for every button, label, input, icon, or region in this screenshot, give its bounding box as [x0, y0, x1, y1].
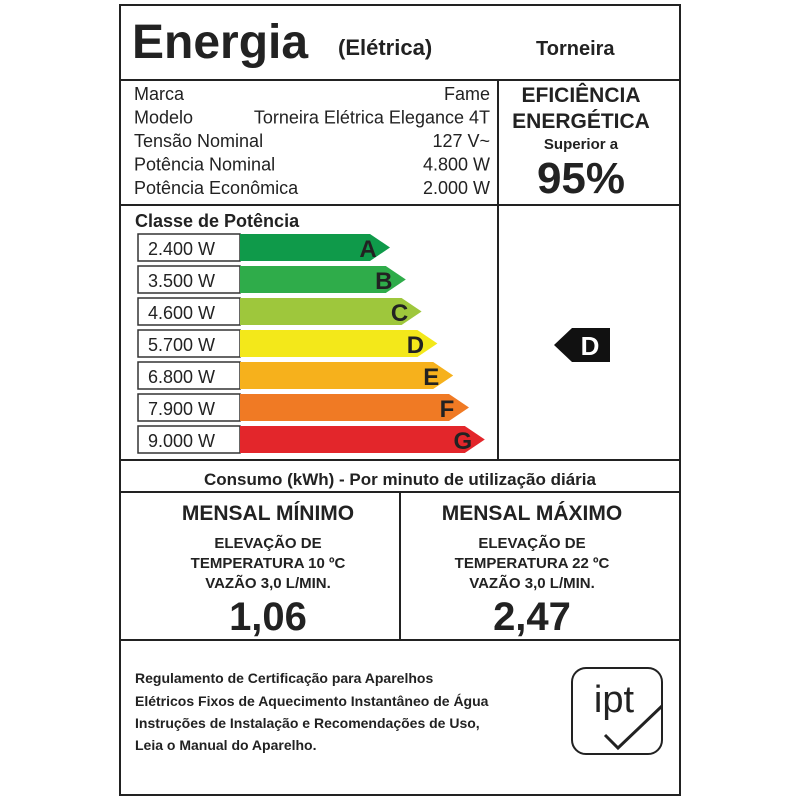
class-letter: F: [440, 396, 455, 423]
max-line: VAZÃO 3,0 L/MIN.: [469, 574, 595, 592]
indicator: D: [554, 328, 610, 362]
class-bar: [240, 362, 454, 389]
logo-text: ipt: [594, 679, 635, 721]
class-bar: [240, 330, 438, 357]
class-bar: [240, 426, 485, 453]
power-label: 3.500 W: [148, 271, 215, 291]
footer-line: Leia o Manual do Aparelho.: [135, 737, 317, 753]
class-letter: D: [407, 332, 424, 359]
efficiency-note: Superior a: [544, 136, 619, 153]
spec-value: Fame: [444, 84, 490, 104]
footer-line: Elétricos Fixos de Aquecimento Instantân…: [135, 693, 489, 709]
spec-label: Modelo: [134, 108, 193, 128]
spec-label: Potência Nominal: [134, 155, 275, 175]
logo-check: [603, 704, 664, 751]
power-box: [137, 361, 241, 390]
footer-line: Regulamento de Certificação para Aparelh…: [135, 670, 433, 686]
spec-value: Torneira Elétrica Elegance 4T: [254, 108, 490, 128]
spec-value: 2.000 W: [423, 178, 490, 198]
power-label: 7.900 W: [148, 399, 215, 419]
efficiency-label: EFICIÊNCIA: [521, 83, 640, 107]
power-box: [137, 297, 241, 326]
power-box: [137, 425, 241, 454]
max-title: MENSAL MÁXIMO: [442, 502, 622, 525]
power-box: [137, 233, 241, 262]
min-title: MENSAL MÍNIMO: [182, 502, 354, 525]
min-line: VAZÃO 3,0 L/MIN.: [205, 574, 331, 592]
spec-label: Tensão Nominal: [134, 131, 263, 151]
class-letter: C: [391, 300, 408, 327]
class-bar: [240, 266, 406, 293]
class-letter: B: [375, 268, 392, 295]
title: Energia: [132, 16, 308, 69]
max-value: 2,47: [493, 595, 571, 639]
class-letter: G: [453, 428, 472, 455]
consumption-title: Consumo (kWh) - Por minuto de utilização…: [204, 470, 597, 489]
spec-label: Marca: [134, 84, 185, 104]
power-label: 9.000 W: [148, 431, 215, 451]
indicator-letter: D: [581, 331, 600, 361]
min-value: 1,06: [229, 595, 307, 639]
power-label: 2.400 W: [148, 239, 215, 259]
footer-line: Instruções de Instalação e Recomendações…: [135, 715, 480, 731]
power-label: 4.600 W: [148, 303, 215, 323]
logo-frame: [571, 667, 663, 755]
spec-value: 4.800 W: [423, 155, 490, 175]
class-bar: [240, 298, 422, 325]
ipt-logo: ipt: [571, 667, 664, 755]
power-label: 5.700 W: [148, 335, 215, 355]
class-letter: E: [423, 364, 439, 391]
max-line: TEMPERATURA 22 ºC: [455, 555, 610, 572]
product: Torneira: [536, 38, 615, 60]
power-box: [137, 393, 241, 422]
class-letter: A: [359, 236, 376, 263]
class-bar: [240, 234, 390, 261]
subtitle: (Elétrica): [338, 35, 432, 60]
indicator-arrow: [554, 328, 610, 362]
spec-label: Potência Econômica: [134, 178, 299, 198]
label-border: [119, 4, 681, 796]
spec-value: 127 V~: [432, 131, 490, 151]
power-box: [137, 329, 241, 358]
class-title: Classe de Potência: [135, 211, 300, 231]
min-line: TEMPERATURA 10 ºC: [191, 555, 346, 572]
class-bar: [240, 394, 469, 421]
min-line: ELEVAÇÃO DE: [214, 534, 321, 552]
power-label: 6.800 W: [148, 367, 215, 387]
efficiency-label: ENERGÉTICA: [512, 110, 650, 133]
efficiency-value: 95%: [537, 154, 625, 203]
max-line: ELEVAÇÃO DE: [478, 534, 585, 552]
